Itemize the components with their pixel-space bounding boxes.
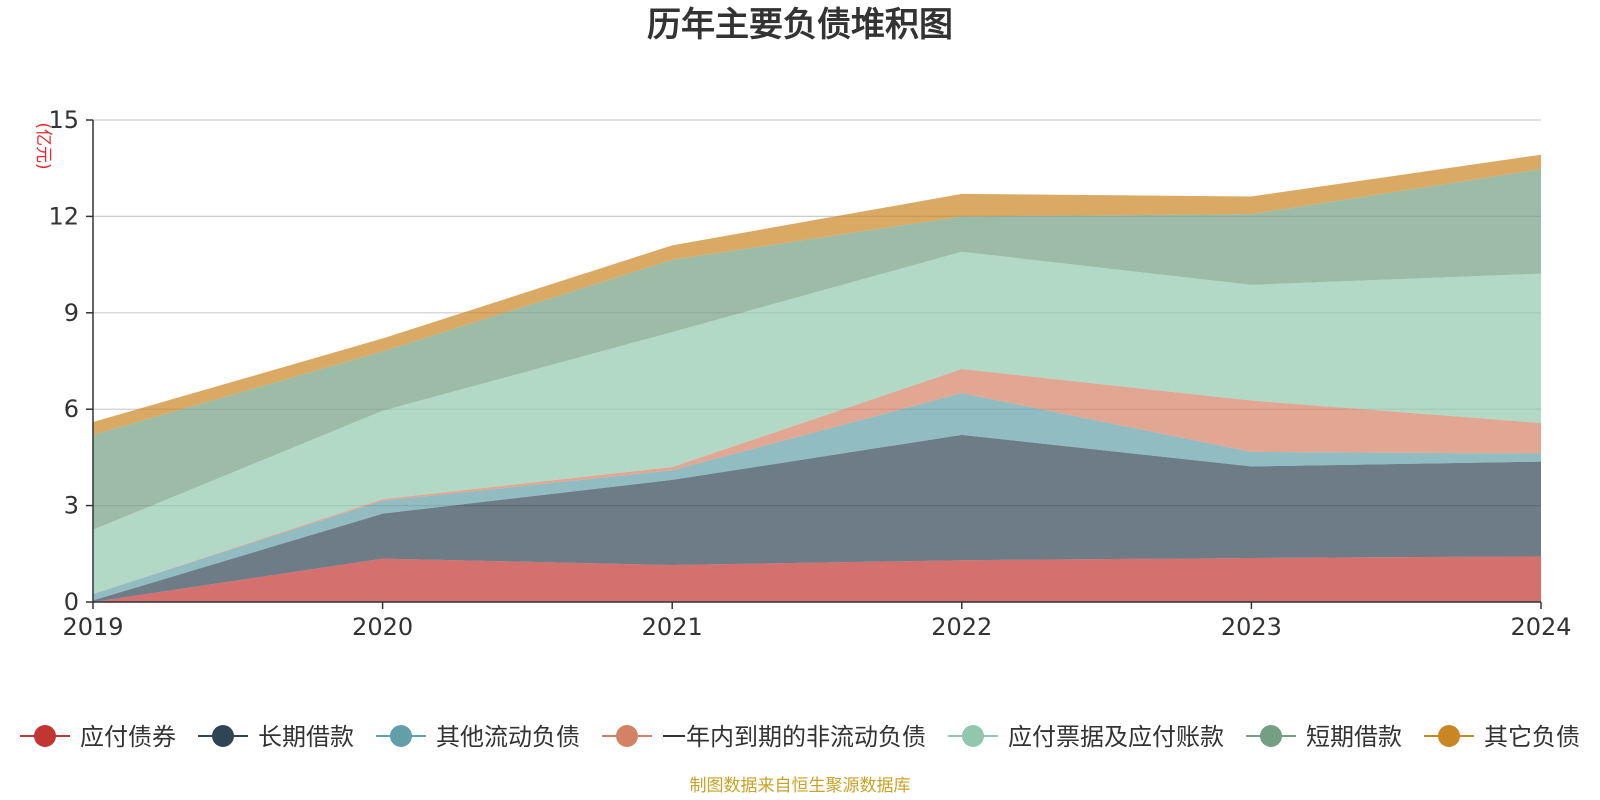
chart-title: 历年主要负债堆积图 (647, 5, 953, 45)
legend-marker (390, 725, 412, 747)
legend-label: 长期借款 (258, 723, 354, 751)
x-tick-label: 2024 (1510, 613, 1571, 641)
legend-marker (616, 725, 638, 747)
y-tick-label: 0 (64, 588, 79, 616)
y-tick-label: 3 (64, 492, 79, 520)
x-tick-label: 2020 (352, 613, 413, 641)
y-tick-label: 9 (64, 299, 79, 327)
x-tick-label: 2023 (1221, 613, 1282, 641)
x-tick-label: 2022 (931, 613, 992, 641)
area-series-6[interactable] (93, 169, 1541, 530)
legend-item-7[interactable]: 其它负债 (1424, 723, 1580, 751)
legend-label: 其它负债 (1484, 723, 1580, 751)
area-series-7[interactable] (93, 154, 1541, 435)
y-axis-unit-label: (亿元) (33, 122, 53, 169)
area-series-5[interactable] (93, 251, 1541, 594)
legend: 应付债券 长期借款 其他流动负债 一年内到期的非流动负债 应付票据及应付账款 短期借款 其它… (20, 723, 1580, 751)
area-series-group (93, 154, 1541, 602)
area-series-1[interactable] (93, 556, 1541, 602)
legend-item-1[interactable]: 应付债券 (20, 723, 176, 751)
axes: 0 3 6 9 12 15 2019 2020 2021 2022 2023 2024 (48, 106, 1571, 641)
data-source-note: 制图数据来自恒生聚源数据库 (690, 776, 911, 796)
x-tick-label: 2019 (62, 613, 123, 641)
legend-marker (34, 725, 56, 747)
y-tick-label: 12 (48, 202, 79, 230)
area-series-2[interactable] (93, 434, 1541, 602)
y-tick-label: 6 (64, 395, 79, 423)
area-series-4[interactable] (93, 369, 1541, 594)
legend-label: 其他流动负债 (436, 723, 580, 751)
legend-item-6[interactable]: 短期借款 (1246, 723, 1402, 751)
legend-marker (1438, 725, 1460, 747)
y-tick-label: 15 (48, 106, 79, 134)
legend-marker (212, 725, 234, 747)
legend-label: 短期借款 (1306, 723, 1402, 751)
legend-marker (962, 725, 984, 747)
legend-item-2[interactable]: 长期借款 (198, 723, 354, 751)
x-tick-label: 2021 (642, 613, 703, 641)
legend-label: 应付票据及应付账款 (1008, 723, 1224, 751)
legend-marker (1260, 725, 1282, 747)
legend-item-5[interactable]: 应付票据及应付账款 (948, 723, 1224, 751)
area-series-3[interactable] (93, 393, 1541, 601)
legend-item-4[interactable]: 一年内到期的非流动负债 (602, 723, 926, 751)
legend-label: 应付债券 (80, 723, 176, 751)
legend-label: 一年内到期的非流动负债 (662, 723, 926, 751)
legend-item-3[interactable]: 其他流动负债 (376, 723, 580, 751)
